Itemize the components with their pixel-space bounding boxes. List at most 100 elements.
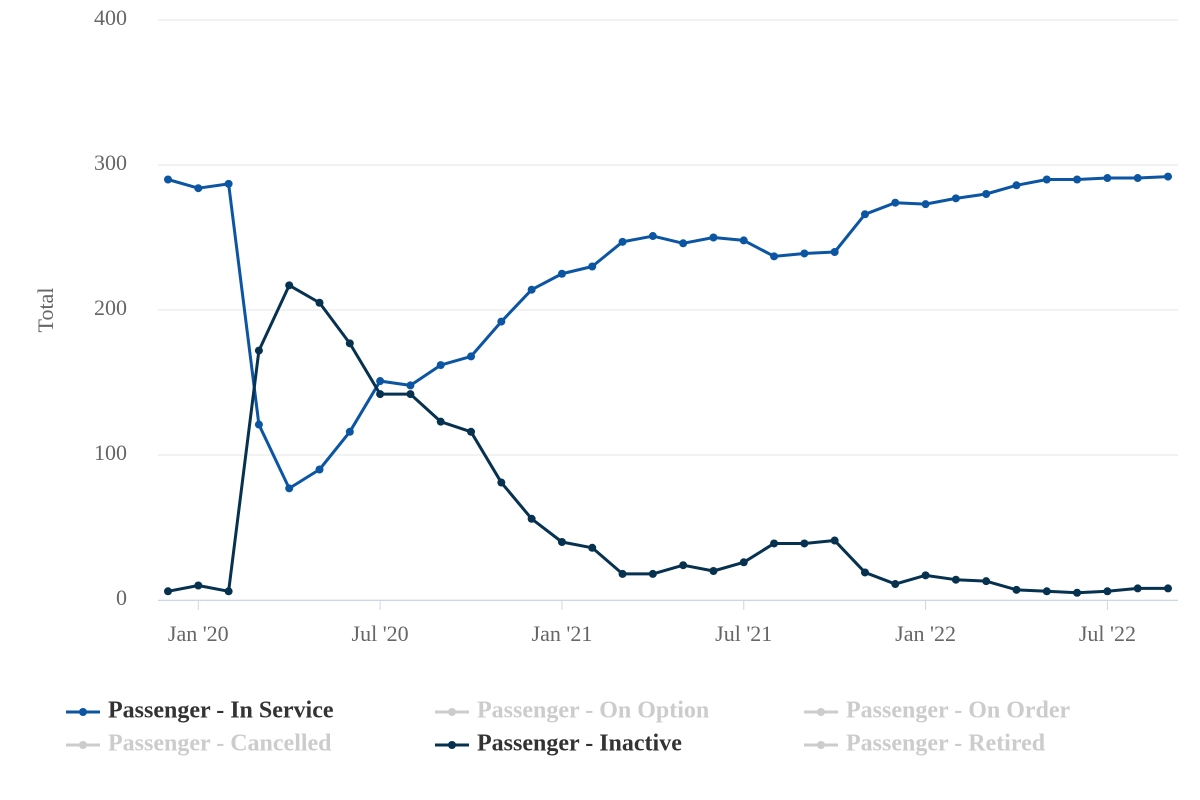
legend-symbol — [817, 741, 825, 749]
y-tick-label: 400 — [94, 5, 127, 30]
point — [557, 269, 566, 278]
point — [315, 465, 324, 474]
point — [618, 569, 627, 578]
point — [982, 577, 991, 586]
x-tick-label: Jan '20 — [168, 621, 229, 646]
point — [527, 514, 536, 523]
point — [1073, 175, 1082, 184]
legend-label: Passenger - On Order — [846, 698, 1071, 724]
legend-symbol — [448, 708, 456, 716]
point — [921, 571, 930, 580]
point — [164, 175, 172, 184]
legend-symbol — [448, 741, 456, 749]
point — [648, 569, 657, 578]
point — [376, 390, 385, 399]
series-line — [167, 283, 1168, 595]
point — [588, 543, 597, 552]
x-tick-label: Jul '22 — [1079, 621, 1136, 646]
x-tick-label: Jan '22 — [895, 621, 956, 646]
point — [224, 179, 233, 188]
point — [860, 568, 869, 577]
point — [194, 581, 203, 590]
y-axis-label: Total — [33, 288, 58, 333]
point — [467, 352, 476, 361]
point — [194, 184, 203, 193]
point — [830, 248, 839, 256]
point — [800, 539, 809, 548]
y-tick-label: 200 — [94, 295, 127, 320]
legend-symbol — [79, 708, 87, 716]
legend-label: Passenger - Inactive — [477, 731, 682, 757]
point — [921, 200, 930, 209]
point — [679, 239, 688, 248]
point — [164, 587, 172, 596]
point — [497, 478, 506, 487]
legend-item[interactable]: Passenger - Inactive — [435, 731, 682, 757]
legend-label: Passenger - Cancelled — [108, 731, 332, 757]
point — [285, 484, 294, 493]
point — [770, 252, 779, 261]
legend-label: Passenger - On Option — [477, 698, 709, 724]
point — [376, 377, 385, 386]
point — [1042, 175, 1051, 184]
point — [860, 210, 869, 219]
point — [618, 237, 627, 246]
point — [951, 194, 960, 203]
y-tick-label: 300 — [94, 150, 127, 175]
series-line — [167, 175, 1169, 490]
point — [406, 381, 415, 390]
point — [254, 346, 263, 355]
legend-item[interactable]: Passenger - On Order — [804, 698, 1071, 724]
legend-symbol — [79, 741, 87, 749]
point — [345, 339, 354, 348]
legend-item[interactable]: Passenger - Cancelled — [66, 731, 332, 757]
point — [770, 539, 779, 548]
point — [345, 427, 354, 436]
point — [1103, 174, 1112, 183]
legend-label: Passenger - Retired — [846, 731, 1046, 757]
point — [406, 390, 415, 399]
point — [1042, 587, 1051, 596]
y-tick-label: 100 — [94, 440, 127, 465]
point — [527, 285, 536, 294]
point — [648, 232, 657, 241]
legend-item[interactable]: Passenger - In Service — [66, 698, 334, 724]
legend-item[interactable]: Passenger - On Option — [435, 698, 709, 724]
point — [557, 538, 566, 546]
legend-label: Passenger - In Service — [108, 698, 334, 724]
point — [830, 536, 839, 545]
point — [951, 575, 960, 584]
point — [436, 361, 445, 370]
y-tick-label: 0 — [116, 585, 127, 610]
legend-item[interactable]: Passenger - Retired — [804, 731, 1046, 757]
point — [1012, 181, 1021, 190]
x-tick-label: Jul '20 — [352, 621, 409, 646]
point — [1073, 588, 1082, 597]
point — [1133, 174, 1142, 183]
point — [1103, 587, 1112, 596]
point — [891, 198, 900, 207]
point — [891, 580, 900, 589]
point — [467, 427, 476, 436]
point — [315, 298, 324, 307]
point — [497, 317, 506, 326]
point — [1133, 584, 1142, 593]
point — [739, 236, 748, 245]
point — [982, 190, 991, 198]
point — [254, 420, 263, 429]
point — [1164, 172, 1172, 181]
point — [679, 561, 688, 570]
point — [709, 567, 718, 575]
point — [588, 262, 597, 271]
x-tick-label: Jan '21 — [532, 621, 593, 646]
point — [739, 558, 748, 567]
point — [285, 281, 294, 290]
point — [709, 233, 718, 242]
legend-symbol — [817, 708, 825, 716]
point — [224, 587, 233, 596]
x-tick-label: Jul '21 — [715, 621, 772, 646]
point — [1164, 584, 1172, 593]
point — [1012, 585, 1021, 594]
point — [436, 417, 445, 426]
